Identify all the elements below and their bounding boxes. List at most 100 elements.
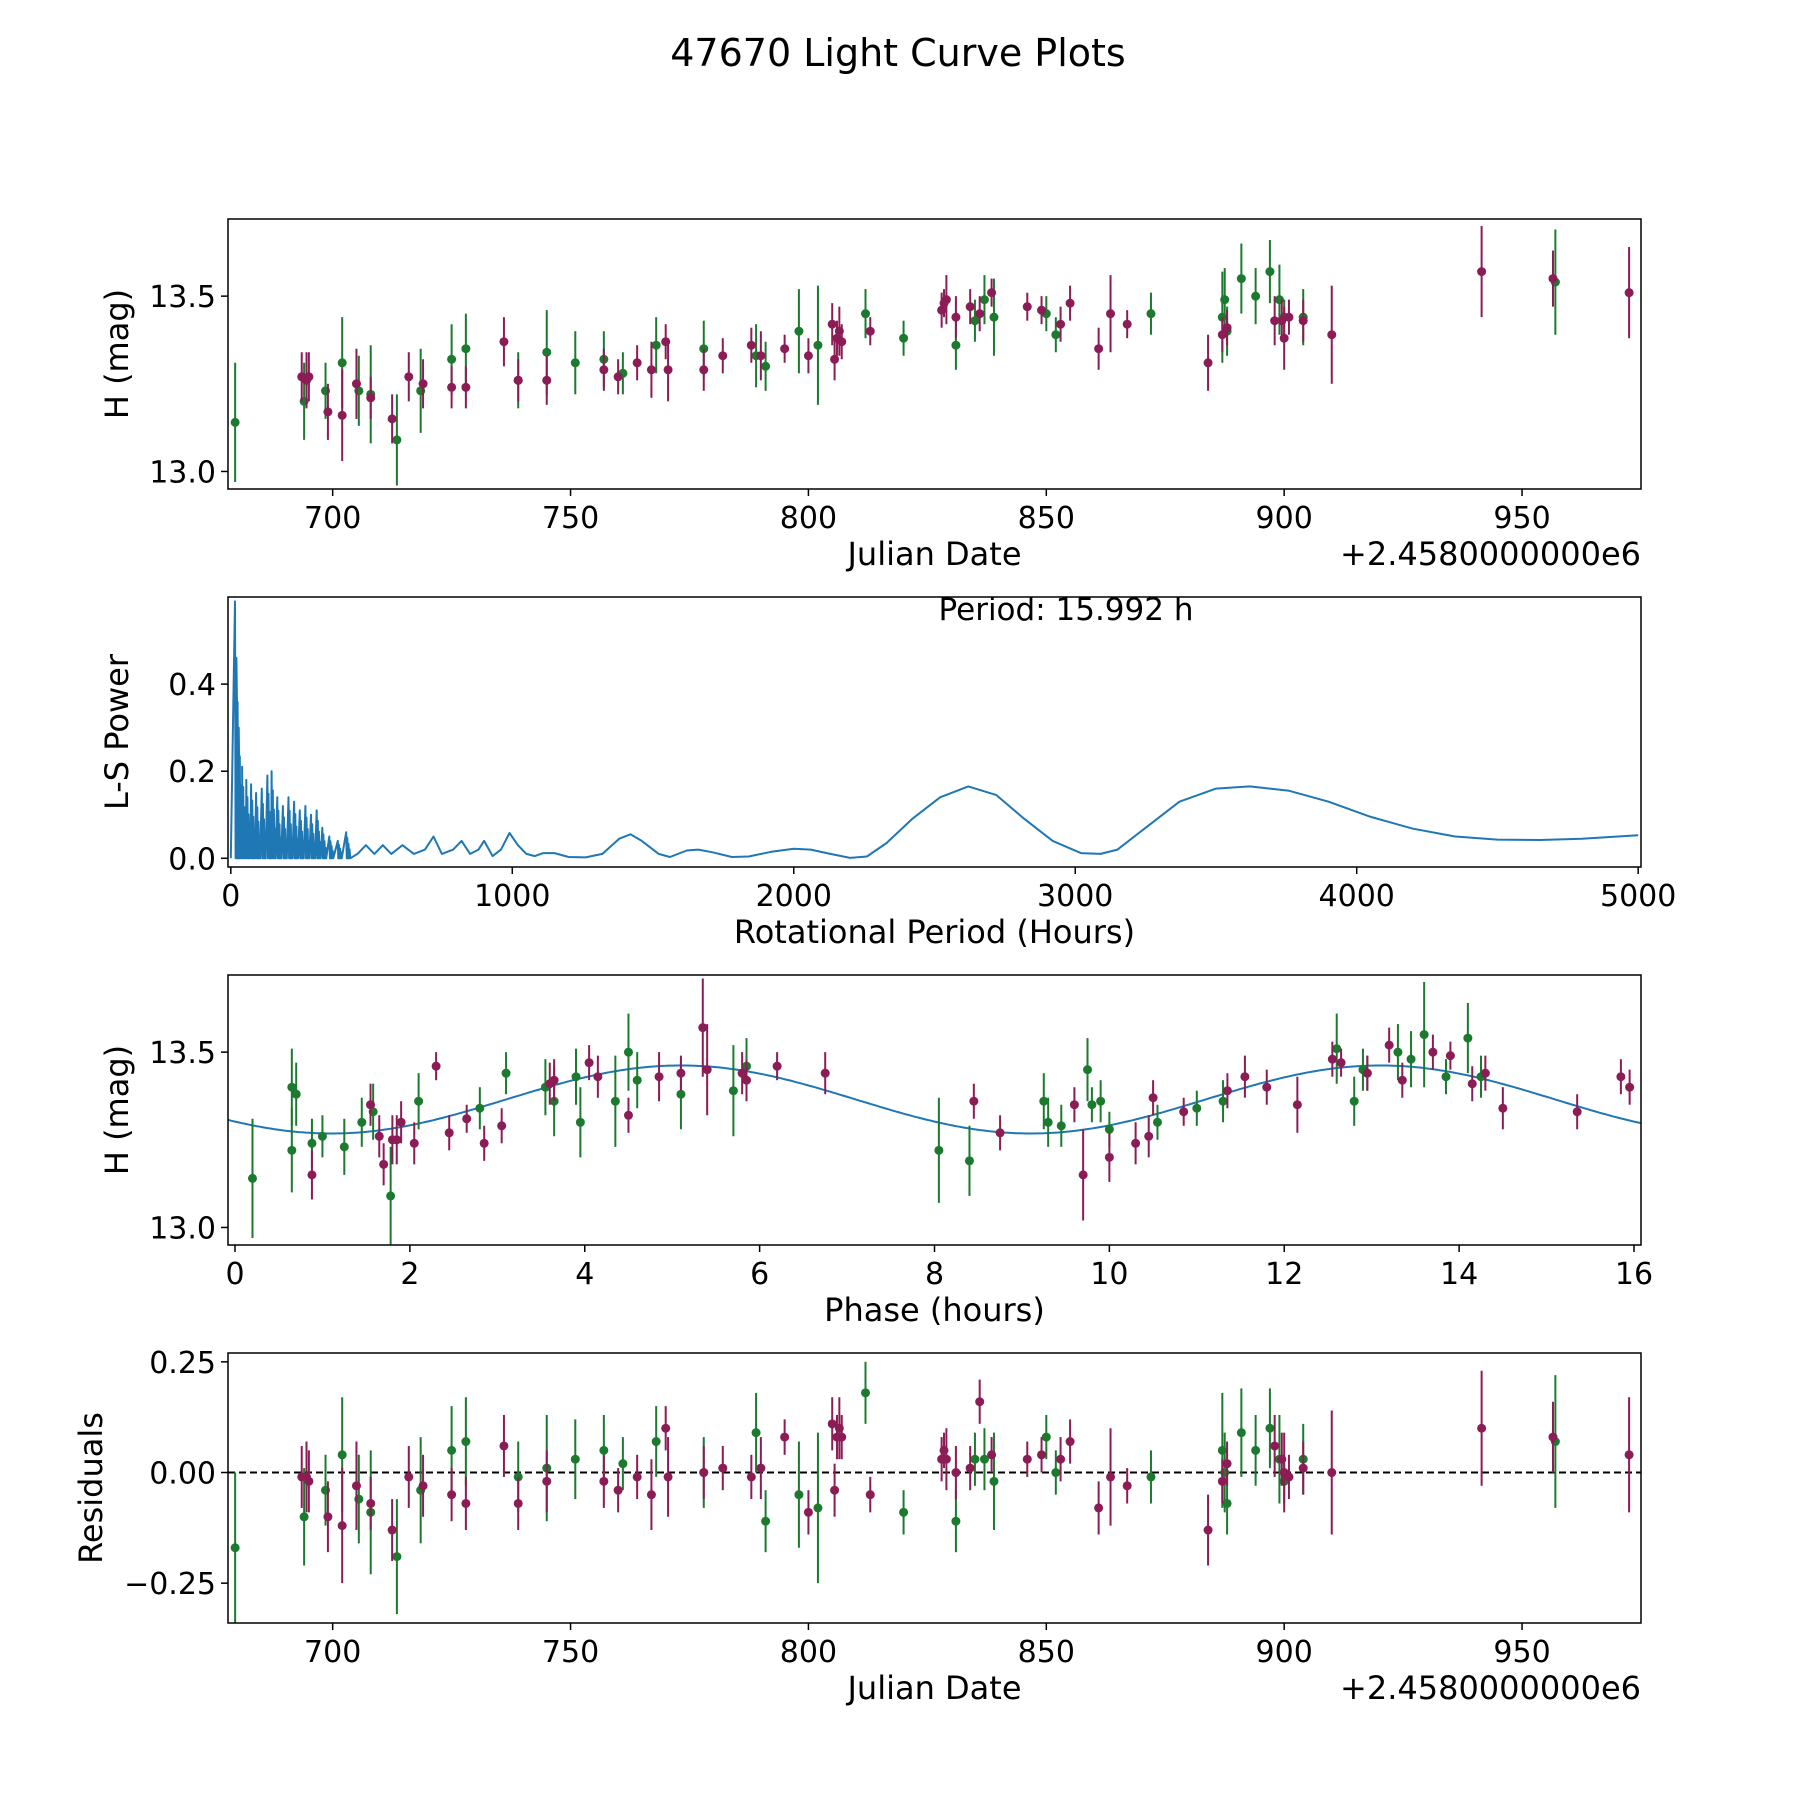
data-point	[837, 337, 847, 347]
data-point	[941, 295, 951, 305]
data-point	[1327, 1054, 1337, 1064]
data-point	[1393, 1047, 1403, 1057]
data-point	[699, 365, 709, 375]
data-point	[1406, 1054, 1416, 1064]
data-point	[1069, 1100, 1079, 1110]
data-point	[964, 1156, 974, 1166]
x-tick-label: 1000	[474, 879, 550, 914]
data-point	[1222, 1086, 1232, 1096]
data-point	[404, 372, 414, 382]
data-point	[865, 1490, 875, 1500]
data-point	[1548, 1432, 1558, 1442]
x-tick-label: 800	[780, 501, 837, 536]
data-point	[1477, 1423, 1487, 1433]
data-point	[497, 1121, 507, 1131]
purple-series	[307, 978, 1635, 1221]
data-point	[447, 1490, 457, 1500]
data-point	[613, 1485, 623, 1495]
data-point	[1217, 330, 1227, 340]
data-point	[979, 1454, 989, 1464]
data-point	[1037, 1450, 1047, 1460]
x-tick-label: 5000	[1600, 879, 1676, 914]
data-point	[698, 1023, 708, 1033]
data-point	[794, 1490, 804, 1500]
data-point	[987, 1450, 997, 1460]
data-point	[742, 1075, 752, 1085]
data-point	[1236, 274, 1246, 284]
data-point	[1106, 1472, 1116, 1482]
data-point	[646, 1490, 656, 1500]
data-point	[1152, 1117, 1162, 1127]
x-tick-label: 3000	[1037, 879, 1113, 914]
data-point	[756, 351, 766, 361]
data-point	[899, 1507, 909, 1517]
data-point	[1222, 1459, 1232, 1469]
x-tick-label: 850	[1018, 501, 1075, 536]
data-point	[475, 1103, 485, 1113]
data-point	[1222, 323, 1232, 333]
data-point	[575, 1117, 585, 1127]
phased-plot-area	[228, 978, 1641, 1245]
data-point	[1218, 1096, 1228, 1106]
data-point	[593, 1072, 603, 1082]
x-tick-label: 4	[575, 1257, 594, 1292]
data-point	[1251, 291, 1261, 301]
data-point	[1203, 358, 1213, 368]
y-tick-label: 13.5	[149, 280, 216, 315]
y-tick-label: 13.0	[149, 1211, 216, 1246]
data-point	[1039, 1096, 1049, 1106]
data-point	[1463, 1033, 1473, 1043]
phased-panel: 0 2 4 6 8 10 12 14 16 13.0 13.5 Phase (hours) H (mag…	[98, 974, 1653, 1329]
data-point	[570, 358, 580, 368]
x-tick-label: 14	[1440, 1257, 1478, 1292]
data-point	[699, 1468, 709, 1478]
data-point	[965, 302, 975, 312]
data-point	[989, 312, 999, 322]
x-offset-text: +2.4580000000e6	[1340, 1669, 1641, 1707]
data-point	[307, 1138, 317, 1148]
x-tick-label: 10	[1090, 1257, 1128, 1292]
data-point	[599, 1476, 609, 1486]
x-axis-label: Phase (hours)	[824, 1291, 1045, 1329]
data-point	[307, 1170, 317, 1180]
data-point	[632, 358, 642, 368]
data-point	[1056, 1121, 1066, 1131]
data-point	[827, 1419, 837, 1429]
data-point	[1298, 316, 1308, 326]
data-point	[479, 1138, 489, 1148]
data-point	[780, 1432, 790, 1442]
data-point	[728, 1086, 738, 1096]
data-point	[746, 1472, 756, 1482]
y-tick-label: 0.25	[149, 1346, 216, 1381]
data-point	[813, 1503, 823, 1513]
data-point	[651, 340, 661, 350]
data-point	[571, 1072, 581, 1082]
data-point	[951, 1468, 961, 1478]
x-axis-label: Rotational Period (Hours)	[734, 913, 1135, 951]
y-tick-label: −0.25	[124, 1567, 216, 1602]
data-point	[323, 1512, 333, 1522]
data-point	[951, 312, 961, 322]
data-point	[1022, 302, 1032, 312]
data-point	[1094, 1503, 1104, 1513]
data-point	[1065, 298, 1075, 308]
data-point	[676, 1068, 686, 1078]
x-tick-label: 900	[1256, 1635, 1313, 1670]
x-axis-label: Julian Date	[845, 535, 1021, 573]
data-point	[1217, 1476, 1227, 1486]
lightcurve-panel: 700 750 800 850 900 950 13.0 13.5 Julian Date H (…	[98, 218, 1642, 573]
x-tick-label: 0	[225, 1257, 244, 1292]
y-axis-label: H (mag)	[98, 1045, 136, 1175]
data-point	[461, 344, 471, 354]
data-point	[756, 1463, 766, 1473]
data-point	[632, 1075, 642, 1085]
data-point	[1131, 1138, 1141, 1148]
data-point	[1148, 1093, 1158, 1103]
data-point	[1094, 344, 1104, 354]
x-tick-label: 750	[542, 1635, 599, 1670]
x-tick-label: 16	[1615, 1257, 1653, 1292]
phased-frame	[227, 974, 1642, 1246]
data-point	[610, 1096, 620, 1106]
lightcurve-plot-area	[230, 226, 1634, 486]
data-point	[230, 417, 240, 427]
